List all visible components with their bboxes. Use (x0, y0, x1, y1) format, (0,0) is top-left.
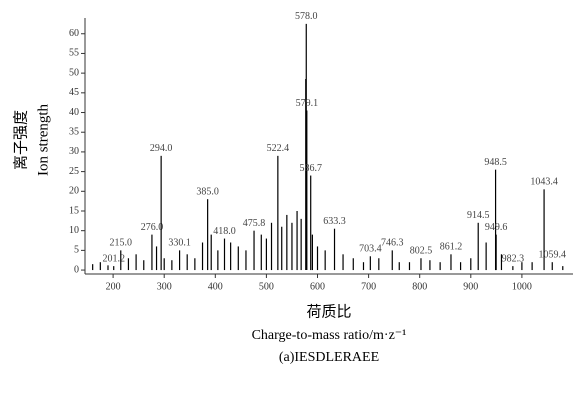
peak-label: 586.7 (299, 163, 322, 174)
y-tick-label: 35 (69, 127, 79, 138)
peak-label: 982.3 (502, 253, 525, 264)
y-tick-label: 40 (69, 107, 79, 118)
x-tick-label: 700 (361, 281, 376, 292)
peak-label: 201.2 (102, 253, 125, 264)
y-tick-label: 10 (69, 225, 79, 236)
x-label-en: Charge-to-mass ratio/m·z⁻¹ (252, 328, 407, 343)
peak-label: 949.6 (485, 222, 508, 233)
y-tick-label: 0 (74, 264, 79, 275)
peak-label: 703.4 (359, 244, 382, 255)
peak-label: 215.0 (110, 238, 133, 249)
y-tick-label: 55 (69, 48, 79, 59)
peak-label: 1043.4 (530, 177, 558, 188)
y-tick-label: 30 (69, 146, 79, 157)
peak-label: 418.0 (213, 226, 236, 237)
peak-label: 579.1 (296, 98, 319, 109)
peak-label: 861.2 (440, 242, 463, 253)
y-tick-label: 50 (69, 67, 79, 78)
peak-label: 633.3 (323, 216, 346, 227)
x-tick-label: 600 (310, 281, 325, 292)
y-tick-label: 5 (74, 245, 79, 256)
x-tick-label: 900 (463, 281, 478, 292)
y-label-en: Ion strength (35, 103, 51, 176)
x-tick-label: 200 (106, 281, 121, 292)
x-tick-label: 1000 (512, 281, 532, 292)
y-tick-label: 60 (69, 28, 79, 39)
peak-label: 294.0 (150, 143, 173, 154)
x-tick-label: 800 (412, 281, 427, 292)
y-tick-label: 25 (69, 166, 79, 177)
peak-label: 522.4 (267, 143, 290, 154)
y-label-cn: 离子强度 (12, 110, 29, 170)
peak-label: 802.5 (410, 246, 433, 257)
y-tick-label: 45 (69, 87, 79, 98)
x-label-cn: 荷质比 (306, 303, 351, 320)
peak-label: 746.3 (381, 238, 404, 249)
y-tick-label: 20 (69, 186, 79, 197)
peak-label: 914.5 (467, 210, 490, 221)
peak-label: 1059.4 (539, 249, 567, 260)
x-tick-label: 400 (208, 281, 223, 292)
peak-label: 385.0 (196, 186, 219, 197)
caption: (a)IESDLERAEE (279, 350, 379, 365)
peak-label: 330.1 (168, 238, 191, 249)
peak-label: 578.0 (295, 11, 318, 22)
peak-label: 948.5 (484, 157, 507, 168)
x-tick-label: 500 (259, 281, 274, 292)
peak-label: 475.8 (243, 218, 266, 229)
peak-label: 276.0 (141, 222, 164, 233)
y-tick-label: 15 (69, 205, 79, 216)
x-tick-label: 300 (157, 281, 172, 292)
